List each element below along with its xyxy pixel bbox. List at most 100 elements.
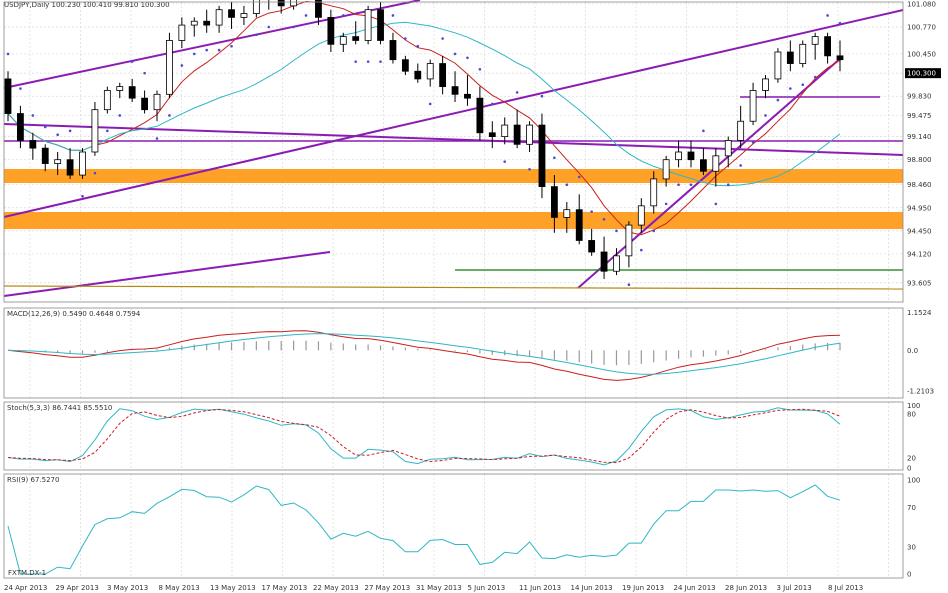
psar-dot (764, 114, 767, 117)
psar-dot (640, 248, 643, 252)
price-axis: 101.080 100.770 100.450 100.300 99.830 99.475… (905, 0, 941, 287)
candles (4, 0, 844, 279)
candle-body (563, 209, 571, 218)
candle-body (128, 86, 136, 99)
psar-dot (590, 210, 593, 213)
psar-dot (118, 114, 122, 117)
psar-dot (677, 183, 680, 186)
price-tick-label: 94.450 (907, 227, 932, 235)
candle-body (215, 9, 223, 26)
x-tick-label: 14 Jun 2013 (571, 584, 613, 592)
channel-upper-line (3, 0, 421, 89)
rising-trendline (577, 56, 843, 289)
psar-dot (81, 194, 84, 198)
price-pane-frame (3, 1, 904, 303)
candle-body (79, 151, 86, 176)
candle-body (762, 78, 769, 91)
psar-dot (31, 114, 35, 117)
macd-label: MACD(12,26,9) 0.5490 0.4648 0.7594 (7, 310, 141, 318)
candle-body (526, 124, 533, 145)
psar-dot (801, 83, 805, 86)
psar-dot (130, 60, 134, 63)
psar-dot (441, 37, 444, 40)
stoch-tick-label: 0 (907, 464, 911, 472)
x-tick-label: 31 May 2013 (416, 584, 462, 592)
candle-body (240, 13, 248, 18)
psar-dot (565, 183, 569, 186)
channel-lower-line (3, 251, 331, 297)
psar-dot (528, 168, 531, 171)
candle-body (339, 36, 347, 45)
psar-dot (391, 14, 395, 17)
candle-body (700, 159, 707, 172)
psar-dot (838, 21, 842, 25)
psar-dot (354, 60, 358, 63)
candle-body (675, 151, 682, 161)
psar-dot (366, 60, 370, 63)
macd-signal-line (7, 333, 841, 375)
psar-dot (503, 160, 507, 163)
psar-dot (230, 44, 233, 48)
candle-body (414, 70, 422, 80)
rsi-tick-label: 70 (907, 504, 916, 512)
candle-body (737, 120, 745, 141)
parabolic-sar (6, 14, 842, 286)
stoch-tick-label: 20 (907, 454, 916, 462)
psar-dot (776, 98, 780, 102)
price-tick-label: 99.140 (907, 133, 932, 141)
psar-dot (664, 202, 668, 206)
psar-dot (490, 102, 494, 106)
psar-dot (702, 129, 705, 133)
psar-dot (826, 14, 829, 17)
candle-body (190, 20, 198, 26)
price-tick-label: 93.605 (907, 279, 932, 287)
psar-dot (404, 37, 407, 40)
price-tick-label: 98.800 (907, 156, 932, 164)
stoch-d-line (7, 408, 841, 464)
candle-body (327, 16, 335, 45)
candle-body (749, 90, 757, 122)
candle-body (166, 40, 173, 95)
x-tick-label: 24 Apr 2013 (4, 584, 47, 592)
candle-body (836, 55, 844, 61)
psar-dot (652, 229, 656, 233)
candle-body (141, 97, 148, 111)
x-tick-label: 5 Jun 2013 (468, 584, 506, 592)
stoch-k-line (7, 407, 841, 466)
price-tick-label: 101.080 (907, 0, 936, 8)
price-tick-label: 100.450 (907, 50, 936, 58)
candle-body (538, 124, 546, 188)
x-tick-label: 29 Apr 2013 (56, 584, 99, 592)
psar-dot (180, 64, 184, 67)
candle-body (724, 140, 732, 157)
candle-body (451, 86, 459, 95)
candle-body (290, 0, 298, 7)
psar-dot (292, 25, 295, 29)
x-tick-label: 3 May 2013 (107, 584, 148, 592)
psar-dot (192, 52, 196, 56)
macd-tick-label: 1.1524 (907, 309, 932, 317)
gold-support-line (3, 285, 904, 290)
stoch-label: Stoch(5,3,3) 86.7441 85.5510 (7, 404, 112, 412)
candle-body (687, 151, 695, 161)
candle-body (401, 59, 409, 72)
psar-dot (714, 202, 718, 206)
psar-dot (68, 129, 72, 133)
candle-body (66, 159, 74, 176)
stoch-pane-frame (3, 401, 904, 471)
psar-dot (205, 48, 208, 52)
x-tick-label: 8 May 2013 (159, 584, 200, 592)
psar-dot (43, 125, 47, 129)
psar-dot (540, 94, 544, 98)
x-tick-label: 22 May 2013 (313, 584, 359, 592)
price-grid (4, 2, 903, 578)
candle-body (17, 113, 24, 141)
psar-dot (168, 114, 171, 117)
psar-dot (341, 14, 345, 17)
candle-body (426, 63, 434, 80)
candle-body (203, 20, 211, 26)
candle-body (662, 159, 670, 180)
candle-body (712, 155, 720, 172)
current-price-marker (905, 68, 941, 79)
